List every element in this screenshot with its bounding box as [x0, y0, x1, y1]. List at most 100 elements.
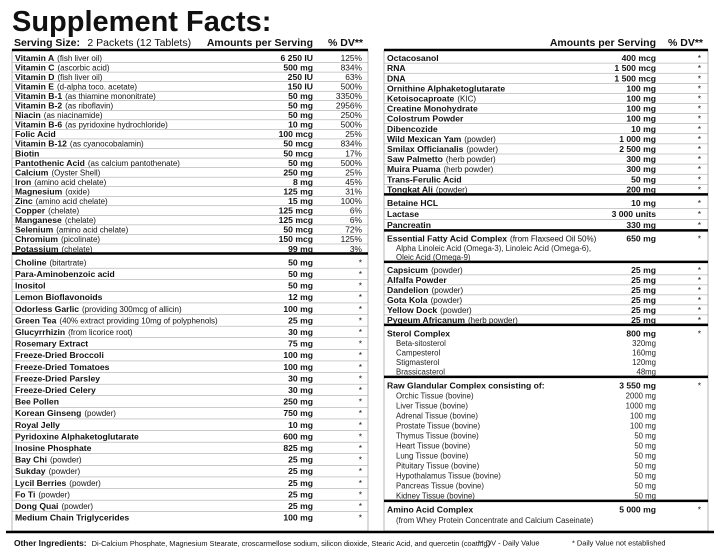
- ingredient: Calcium (Oyster Shell): [15, 167, 101, 177]
- amount: 25 mg: [631, 285, 656, 295]
- amount: 25 mg: [631, 305, 656, 315]
- ingredient-name: Saw Palmetto: [387, 154, 443, 164]
- ingredient-note: (KIC): [457, 94, 476, 103]
- daily-value: *: [359, 408, 363, 418]
- amount: 30 mg: [288, 327, 313, 337]
- sub-ingredient: Stigmasterol: [396, 358, 440, 367]
- daily-value: *: [698, 164, 702, 174]
- daily-value: *: [359, 281, 363, 291]
- daily-value: *: [359, 373, 363, 383]
- ingredient-name: Fo Ti: [15, 489, 35, 499]
- amount: 100 mg: [626, 104, 656, 114]
- amount: 100 mg: [626, 114, 656, 124]
- amount: 125 mcg: [279, 206, 313, 216]
- amount: 200 mg: [626, 184, 656, 194]
- ingredient: Copper (chelate): [15, 206, 80, 216]
- ingredient-name: RNA: [387, 63, 406, 73]
- amount: 1 500 mcg: [614, 73, 656, 83]
- ingredient-detail: Alpha Linoleic Acid (Omega-3), Linoleic …: [396, 244, 591, 253]
- daily-value: *: [698, 198, 702, 208]
- ingredient-note: (Oyster Shell): [51, 168, 100, 177]
- ingredient-name: Ketoisocaproate: [387, 93, 455, 103]
- ingredient: Lactase: [387, 209, 419, 219]
- ingredient-note: (oxide): [65, 187, 90, 196]
- ingredient: Dandelion (powder): [387, 285, 463, 295]
- daily-value: *: [698, 305, 702, 315]
- footer-text: Di-Calcium Phosphate, Magnesium Stearate…: [92, 539, 490, 548]
- ingredient-name: Vitamin A: [15, 53, 54, 63]
- daily-value: 125%: [341, 234, 363, 244]
- dv-header: % DV**: [668, 37, 704, 49]
- amount: 100 mcg: [279, 129, 313, 139]
- daily-value: *: [359, 339, 363, 349]
- daily-value: *: [698, 63, 702, 73]
- ingredient-name: Octacosanol: [387, 53, 439, 63]
- daily-value: 63%: [345, 72, 362, 82]
- ingredient-note: (from licorice root): [68, 327, 133, 336]
- ingredient: Lycil Berries (powder): [15, 478, 101, 488]
- ingredient: Inositol: [15, 281, 46, 291]
- ingredient-name: Selenium: [15, 225, 54, 235]
- ingredient: Bee Pollen: [15, 397, 59, 407]
- daily-value: *: [359, 304, 363, 314]
- amount: 30 mg: [288, 373, 313, 383]
- ingredient-note: (as niacinamide): [44, 111, 103, 120]
- ingredient: Wild Mexican Yam (powder): [387, 134, 496, 144]
- amount: 5 000 mg: [619, 504, 656, 514]
- amount: 3 550 mg: [619, 380, 656, 390]
- ingredient-name: Freeze-Dried Tomatoes: [15, 362, 110, 372]
- ingredient: Pancreatin: [387, 220, 431, 230]
- ingredient-name: Pygeum Africanum: [387, 315, 465, 325]
- ingredient: Colostrum Powder: [387, 114, 464, 124]
- ingredient: Pygeum Africanum (herb powder): [387, 315, 518, 325]
- ingredient: Yellow Dock (powder): [387, 305, 472, 315]
- daily-value: 31%: [345, 186, 362, 196]
- daily-value: *: [698, 315, 702, 325]
- ingredient-name: Inositol: [15, 281, 46, 291]
- daily-value: *: [698, 220, 702, 230]
- ingredient-name: Vitamin B-12: [15, 139, 67, 149]
- ingredient-name: Dong Quai: [15, 501, 58, 511]
- ingredient-name: Rosemary Extract: [15, 339, 88, 349]
- ingredient-note: (powder): [436, 185, 468, 194]
- sub-ingredient: Lung Tissue (bovine): [396, 451, 469, 460]
- ingredient-note: (powder): [432, 285, 464, 294]
- amount: 50 mg: [631, 174, 656, 184]
- ingredient-name: Choline: [15, 257, 47, 267]
- ingredient-note: (ascorbic acid): [57, 63, 109, 72]
- ingredient-name: Pantothenic Acid: [15, 158, 85, 168]
- daily-value: *: [359, 292, 363, 302]
- ingredient-note: (powder): [431, 295, 463, 304]
- ingredient-name: Bay Chi: [15, 455, 47, 465]
- amount-header: Amounts per Serving: [207, 37, 313, 49]
- daily-value: *: [698, 73, 702, 83]
- ingredient: Fo Ti (powder): [15, 489, 70, 499]
- ingredient-note: (powder): [440, 305, 472, 314]
- amount: 125 mcg: [279, 215, 313, 225]
- daily-value: *: [698, 275, 702, 285]
- ingredient-name: Vitamin B-2: [15, 101, 62, 111]
- amount: 25 mg: [631, 275, 656, 285]
- amount: 250 mg: [283, 397, 313, 407]
- amount: 50 mg: [288, 91, 313, 101]
- daily-value: 17%: [345, 148, 362, 158]
- ingredient-name: Manganese: [15, 215, 62, 225]
- ingredient-name: Betaine HCL: [387, 198, 438, 208]
- ingredient-name: Lemon Bioflavonoids: [15, 292, 103, 302]
- ingredient-note: (fish liver oil): [57, 53, 102, 62]
- daily-value: *: [359, 466, 363, 476]
- daily-value: 3350%: [336, 91, 363, 101]
- daily-value: 25%: [345, 129, 362, 139]
- amount: 100 mg: [283, 513, 313, 523]
- ingredient: Manganese (chelate): [15, 215, 96, 225]
- amount: 825 mg: [283, 443, 313, 453]
- daily-value: 2956%: [336, 101, 363, 111]
- ingredient-name: Lycil Berries: [15, 478, 66, 488]
- amount: 50 mcg: [283, 148, 313, 158]
- daily-value: *: [698, 380, 702, 390]
- amount: 50 mcg: [283, 139, 313, 149]
- serving-size: Serving Size: 2 Packets (12 Tablets): [14, 35, 191, 52]
- ingredient-name: Vitamin E: [15, 81, 54, 91]
- ingredient: Trans-Ferulic Acid: [387, 174, 462, 184]
